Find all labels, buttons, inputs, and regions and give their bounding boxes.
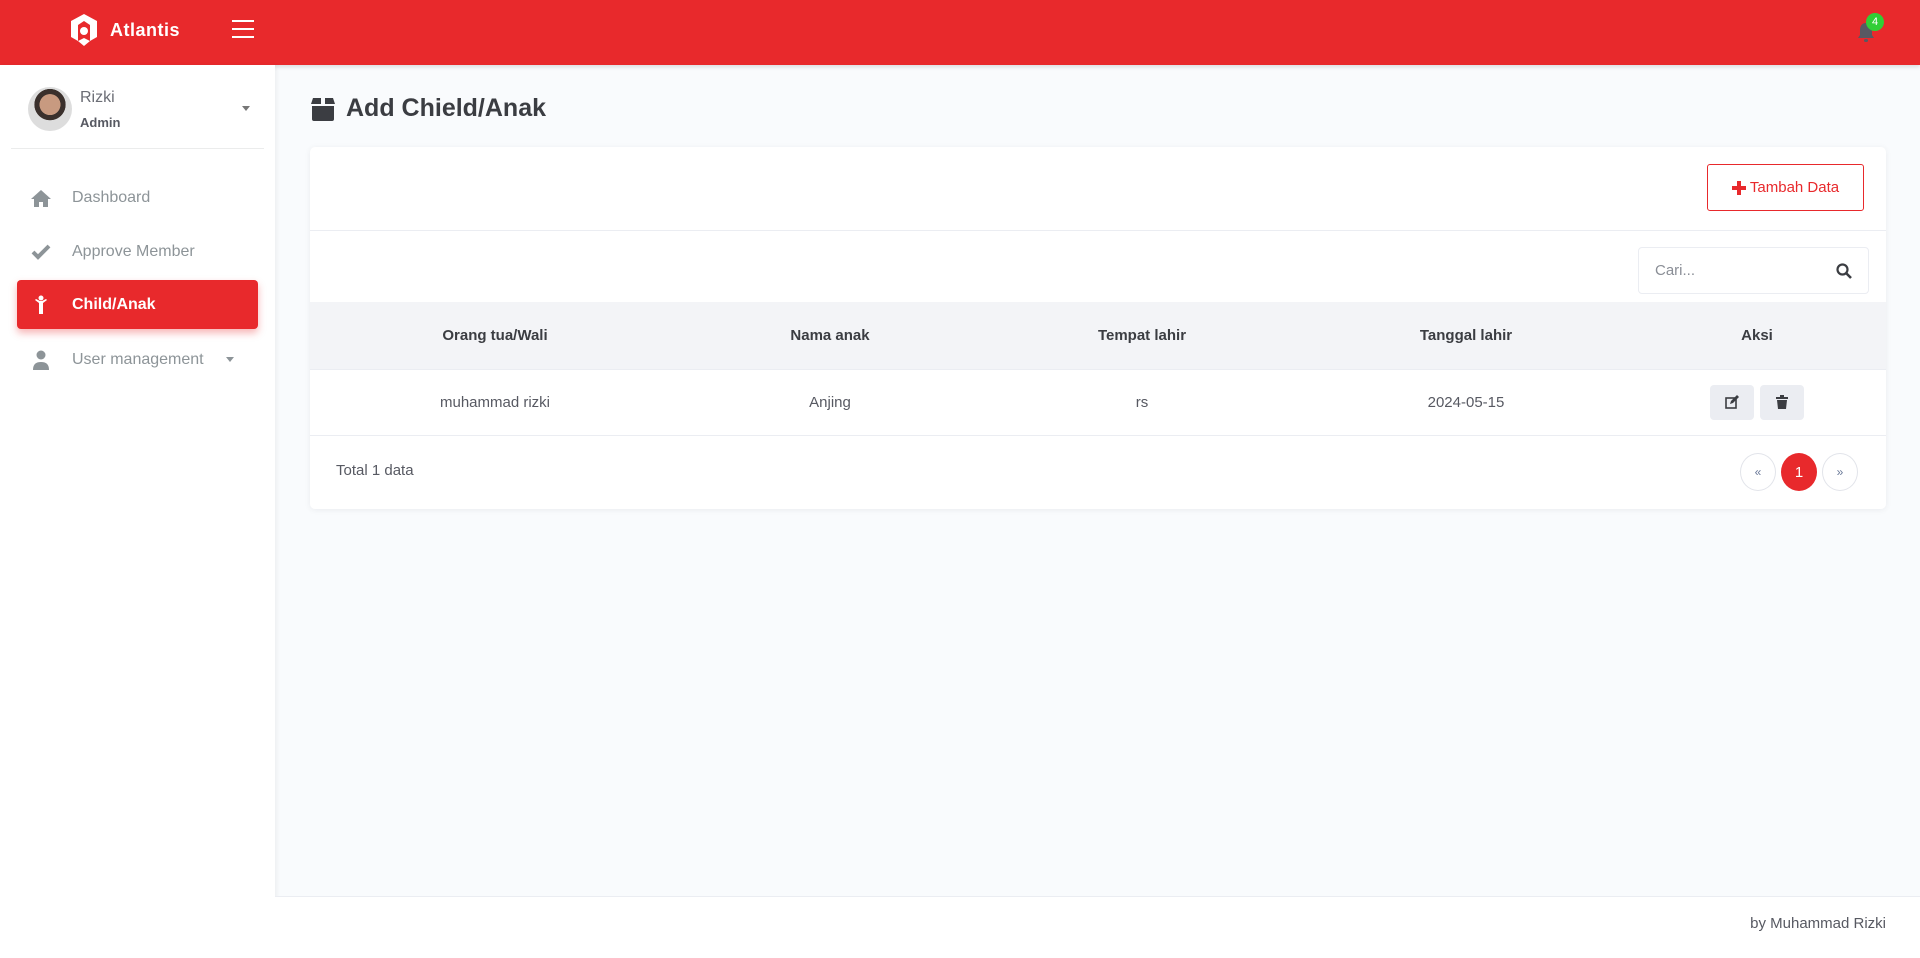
column-header[interactable]: Tanggal lahir (1304, 302, 1628, 370)
sidebar-item-label: Child/Anak (72, 295, 156, 313)
data-table: Orang tua/Wali Nama anak Tempat lahir Ta… (310, 302, 1886, 436)
next-page-button[interactable]: » (1822, 453, 1858, 491)
search-input[interactable] (1655, 262, 1815, 279)
table-header-row: Orang tua/Wali Nama anak Tempat lahir Ta… (310, 302, 1886, 370)
column-header[interactable]: Tempat lahir (980, 302, 1304, 370)
menu-toggle-icon[interactable] (232, 20, 254, 38)
page-title: Add Chield/Anak (310, 94, 546, 123)
divider (310, 230, 1886, 231)
delete-button[interactable] (1760, 384, 1804, 420)
pagination: « 1 » (1740, 453, 1858, 491)
caret-down-icon[interactable] (242, 106, 250, 115)
home-icon (29, 189, 53, 207)
sidebar-item-user-management[interactable]: User management (17, 335, 258, 384)
edit-icon (1725, 395, 1739, 409)
divider (11, 148, 264, 149)
trash-icon (1776, 395, 1788, 409)
topbar: Atlantis 4 (0, 0, 1920, 65)
data-card: Tambah Data Orang tua/Wali Nama anak Tem… (310, 147, 1886, 509)
add-data-button[interactable]: Tambah Data (1707, 164, 1864, 211)
cell-actions (1628, 369, 1886, 436)
sidebar-item-dashboard[interactable]: Dashboard (17, 173, 258, 222)
sidebar-item-label: Approve Member (72, 242, 195, 260)
child-icon (29, 295, 53, 315)
user-role: Admin (80, 114, 121, 130)
user-icon (29, 350, 53, 370)
table-row: muhammad rizki Anjing rs 2024-05-15 (310, 369, 1886, 436)
column-header: Aksi (1628, 302, 1886, 370)
user-name: Rizki (80, 88, 115, 106)
edit-button[interactable] (1710, 384, 1754, 420)
footer: by Muhammad Rizki (275, 896, 1920, 958)
plus-icon (1731, 180, 1746, 195)
brand-logo[interactable]: Atlantis (70, 13, 180, 47)
sidebar-item-approve-member[interactable]: Approve Member (17, 227, 258, 276)
column-header[interactable]: Nama anak (680, 302, 980, 370)
column-header[interactable]: Orang tua/Wali (310, 302, 680, 370)
prev-page-button[interactable]: « (1740, 453, 1776, 491)
page-title-text: Add Chield/Anak (346, 94, 547, 122)
check-icon (29, 244, 53, 260)
search-icon[interactable] (1836, 262, 1852, 279)
avatar (28, 87, 72, 131)
box-icon (311, 97, 335, 121)
search-box (1638, 247, 1869, 294)
logo-icon (71, 14, 97, 46)
notification-badge: 4 (1866, 13, 1884, 31)
cell-parent: muhammad rizki (310, 369, 680, 436)
total-count: Total 1 data (336, 462, 414, 479)
cell-child: Anjing (680, 369, 980, 436)
sidebar: Rizki Admin Dashboard Approve Member Chi… (0, 65, 275, 958)
page-1-button[interactable]: 1 (1781, 453, 1817, 491)
sidebar-item-label: Dashboard (72, 188, 151, 206)
add-data-label: Tambah Data (1749, 179, 1840, 196)
cell-birthplace: rs (980, 369, 1304, 436)
footer-credit: by Muhammad Rizki (1750, 915, 1886, 932)
sidebar-item-label: User management (72, 350, 204, 368)
caret-down-icon (226, 357, 234, 366)
brand-name: Atlantis (110, 19, 181, 40)
sidebar-item-child-anak[interactable]: Child/Anak (17, 280, 258, 329)
cell-birthdate: 2024-05-15 (1304, 369, 1628, 436)
user-profile[interactable]: Rizki Admin (28, 87, 250, 131)
